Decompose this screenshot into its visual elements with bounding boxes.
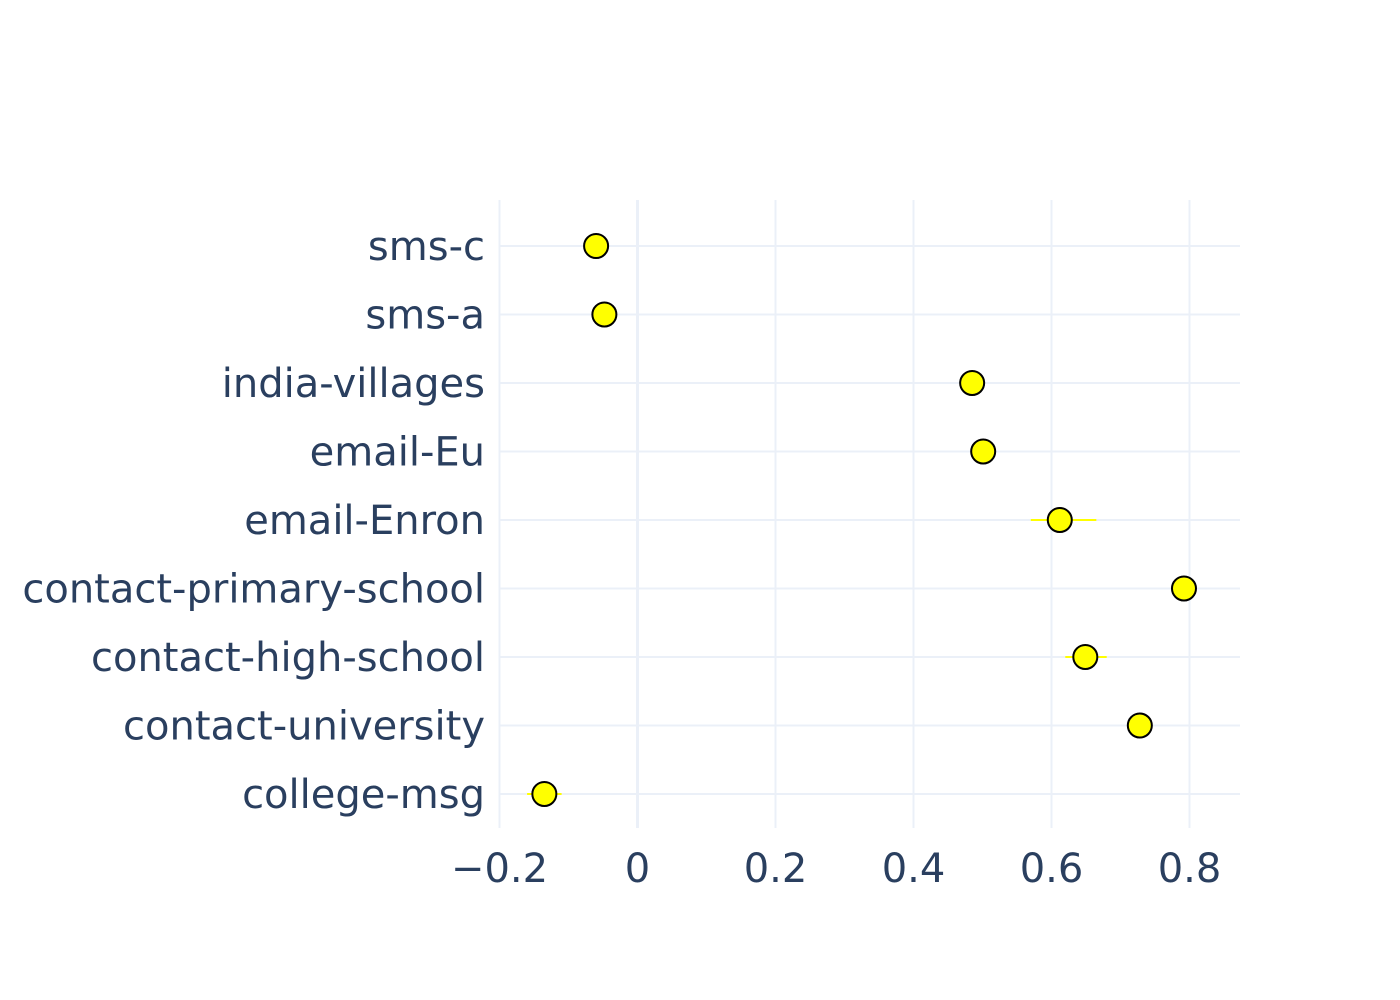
grid-lines: [498, 200, 1240, 828]
data-point: [1046, 507, 1073, 533]
y-tick-label: contact-high-school: [91, 635, 485, 681]
x-tick-label: −0.2: [451, 846, 548, 892]
x-tick-label: 0.6: [1020, 846, 1084, 892]
x-tick-label: 0.2: [744, 846, 808, 892]
y-tick-label: contact-primary-school: [22, 567, 485, 613]
y-tick-label: india-villages: [222, 361, 485, 407]
x-tick-label: 0: [625, 846, 650, 892]
y-tick-label: email-Enron: [244, 498, 485, 544]
x-axis-tick-labels: −0.2 0 0.2 0.4 0.6 0.8: [451, 846, 1221, 892]
data-points: [531, 233, 1197, 807]
y-tick-label: sms-c: [368, 224, 485, 270]
y-tick-label: email-Eu: [310, 430, 485, 476]
x-tick-label: 0.8: [1158, 846, 1222, 892]
x-tick-label: 0.4: [882, 846, 946, 892]
data-point: [591, 301, 618, 328]
y-tick-label: college-msg: [242, 772, 485, 818]
data-point: [1170, 575, 1197, 602]
y-tick-label: contact-university: [123, 704, 485, 750]
data-point: [959, 370, 986, 396]
data-point: [531, 781, 558, 807]
data-point: [583, 233, 610, 259]
data-point: [1072, 644, 1099, 670]
data-point: [970, 438, 997, 465]
y-axis-tick-labels: college-msg contact-university contact-hig…: [22, 224, 485, 818]
data-point: [1126, 712, 1153, 739]
y-tick-label: sms-a: [365, 293, 485, 339]
